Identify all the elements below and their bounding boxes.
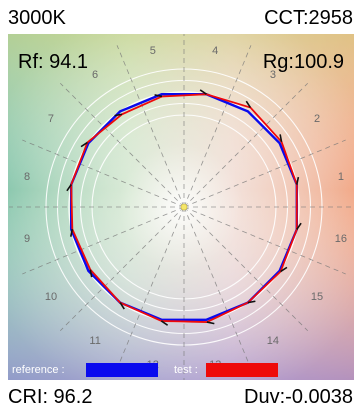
legend-reference-label: reference : <box>12 364 65 376</box>
hue-bin-spoke <box>183 206 309 332</box>
rf-value: Rf: 94.1 <box>18 51 89 73</box>
hue-shift-arrow <box>114 113 123 117</box>
hue-bin-label: 14 <box>267 335 279 347</box>
hue-bin-spoke <box>183 82 309 208</box>
hue-bin-label: 8 <box>24 171 30 183</box>
legend-reference-swatch <box>86 363 158 377</box>
legend-test-swatch <box>206 363 278 377</box>
hue-bin-label: 11 <box>89 335 100 347</box>
hue-bin-label: 6 <box>92 69 98 81</box>
hue-shift-arrow <box>80 141 88 148</box>
cct-measured: CCT:2958 <box>264 7 353 29</box>
cri-value: CRI: 96.2 <box>8 386 93 408</box>
hue-bin-label: 1 <box>338 171 344 183</box>
rg-value: Rg:100.9 <box>262 51 344 73</box>
hue-bin-spoke <box>183 206 346 275</box>
hue-shift-arrow <box>245 100 252 108</box>
color-vector-graphic: 12345678910111213141516 Rf: 94.1 Rg:100.… <box>8 34 354 380</box>
hue-bin-spoke <box>116 206 185 369</box>
hue-bin-spoke <box>59 82 185 208</box>
hue-shift-arrow <box>66 184 72 192</box>
hue-bin-label: 9 <box>24 233 30 245</box>
hue-bin-label: 3 <box>270 69 276 81</box>
legend: reference : test : <box>8 360 354 380</box>
hue-bin-spoke <box>22 139 185 208</box>
hue-bin-label: 4 <box>212 45 218 57</box>
hue-shift-arrow <box>89 269 93 278</box>
hue-bin-spoke <box>183 139 346 208</box>
hue-shift-arrow <box>160 320 169 326</box>
hue-bin-label: 10 <box>45 291 57 303</box>
hue-shift-arrow <box>247 300 256 304</box>
hue-bin-label: 16 <box>335 233 347 245</box>
hue-bin-label: 2 <box>314 113 320 125</box>
cvg-svg: 12345678910111213141516 <box>8 34 354 380</box>
hue-bin-spoke <box>22 206 185 275</box>
hue-shift-arrow <box>69 229 74 237</box>
center-marker <box>180 203 188 211</box>
hue-shift-arrow <box>279 134 283 142</box>
hue-bin-label: 5 <box>150 45 156 57</box>
hue-shift-arrow <box>154 94 163 98</box>
hue-bin-spoke <box>183 45 252 208</box>
hue-shift-arrow <box>199 89 207 95</box>
hue-bin-label: 15 <box>311 291 323 303</box>
hue-shift-arrow <box>296 176 300 185</box>
cct-nominal: 3000K <box>8 7 66 29</box>
legend-test-label: test : <box>174 364 198 376</box>
hue-bin-spoke <box>59 206 185 332</box>
hue-bin-spoke <box>116 45 185 208</box>
hue-shift-arrow <box>296 222 302 230</box>
hue-shift-arrow <box>119 302 125 310</box>
hue-bin-spoke <box>183 206 252 369</box>
hue-shift-arrow <box>206 321 215 325</box>
duv-value: Duv:-0.0038 <box>244 386 353 408</box>
hue-bin-label: 7 <box>48 113 54 125</box>
hue-shift-arrow <box>280 266 288 273</box>
